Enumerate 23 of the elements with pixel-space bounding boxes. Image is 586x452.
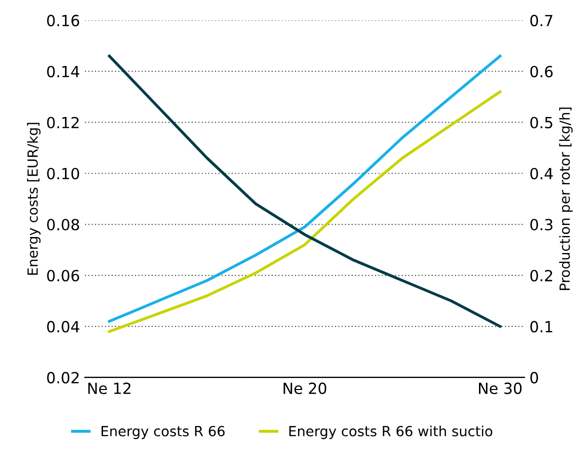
y2-tick-label: 0.1 — [530, 320, 552, 332]
y-tick-label: 0.08 — [47, 218, 80, 230]
x-tick-label: Ne 20 — [284, 382, 326, 394]
y-tick-label: 0.06 — [47, 270, 80, 282]
y2-tick-label: 0.3 — [530, 218, 552, 230]
y-tick-label: 0.02 — [47, 372, 79, 384]
x-tick-label: Ne 12 — [88, 382, 130, 394]
y-axis-title: Energy costs [EUR/kg] — [27, 122, 41, 275]
y2-tick-label: 0.6 — [530, 66, 553, 78]
y2-tick-label: 0.7 — [530, 14, 552, 26]
x-tick-label: Ne 30 — [478, 382, 522, 394]
y-tick-label: 0.14 — [47, 66, 80, 78]
y-tick-label: 0.16 — [47, 14, 80, 26]
legend-label: Energy costs R 66 — [102, 426, 225, 440]
y-tick-label: 0.04 — [47, 320, 80, 332]
legend-label: Energy costs R 66 with suctio — [289, 426, 492, 440]
y2-tick-label: 0.2 — [530, 270, 552, 282]
y-tick-label: 0.12 — [47, 116, 79, 128]
y2-tick-label: 0.4 — [530, 168, 553, 180]
y2-tick-label: 0.5 — [530, 116, 552, 128]
y2-axis-title: Production per rotor [kg/h] — [559, 108, 573, 290]
y2-tick-label: 0 — [530, 372, 538, 384]
y-tick-label: 0.10 — [47, 168, 80, 180]
